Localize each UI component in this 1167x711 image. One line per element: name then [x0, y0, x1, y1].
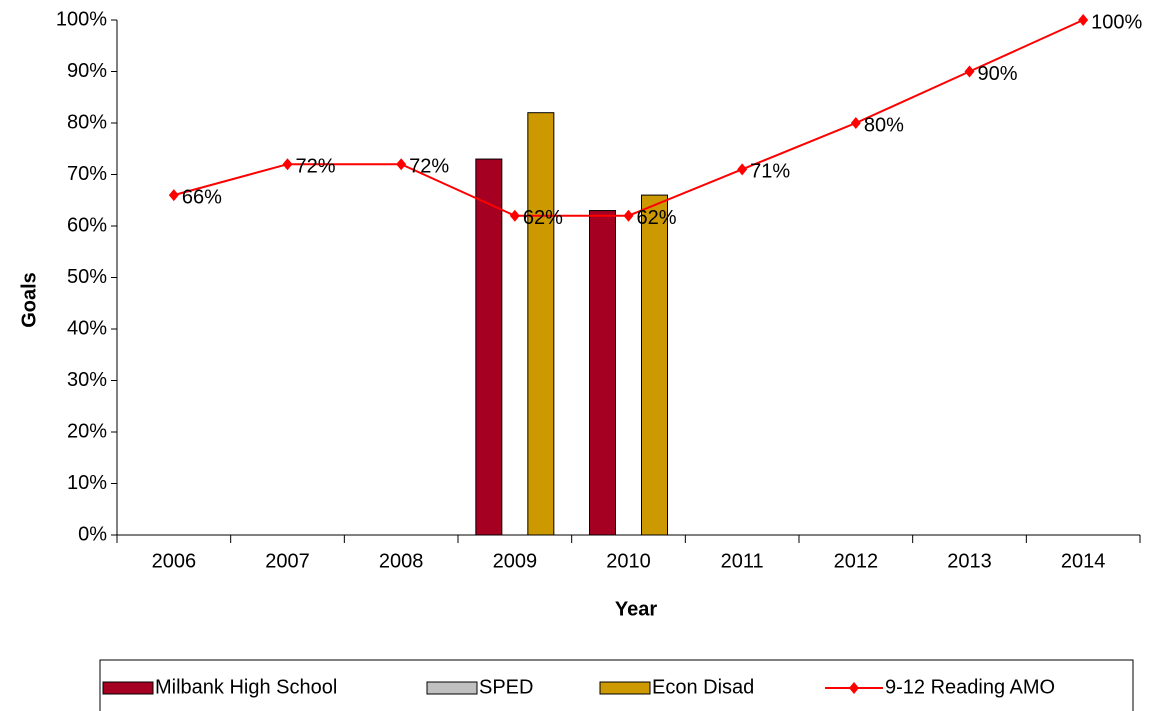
line-marker [168, 189, 179, 202]
y-tick-label: 70% [67, 163, 107, 185]
x-tick-label: 2007 [265, 550, 310, 572]
bar [589, 210, 616, 536]
legend-label: 9-12 Reading AMO [885, 676, 1055, 698]
line-marker [964, 65, 975, 78]
line-marker [850, 117, 861, 129]
x-tick-label: 2014 [1061, 550, 1106, 572]
line-marker [623, 209, 634, 222]
x-tick-label: 2010 [606, 550, 651, 572]
legend-swatch [102, 681, 154, 695]
y-tick-label: 30% [67, 369, 107, 391]
x-tick-label: 2012 [834, 550, 879, 572]
y-axis-title: Goals [18, 272, 40, 328]
legend-label: SPED [479, 676, 533, 698]
data-label: 72% [296, 155, 336, 177]
y-tick-label: 50% [67, 266, 107, 288]
bar [475, 158, 503, 536]
bar [527, 112, 555, 536]
data-label: 80% [864, 114, 904, 136]
data-label: 90% [978, 63, 1018, 85]
legend-label: Milbank High School [155, 676, 337, 698]
x-tick-label: 2009 [493, 550, 538, 572]
line-marker [282, 158, 293, 171]
y-tick-label: 0% [78, 523, 107, 545]
y-tick-label: 80% [67, 111, 107, 133]
y-tick-label: 20% [67, 420, 107, 442]
line-marker [737, 163, 748, 176]
x-tick-label: 2011 [721, 550, 764, 572]
y-tick-label: 100% [56, 8, 107, 30]
y-tick-label: 90% [67, 60, 107, 82]
legend-swatch [599, 681, 651, 695]
line-marker [396, 158, 407, 171]
legend-swatch [426, 681, 478, 695]
line-marker [1078, 14, 1089, 26]
line [173, 19, 1084, 217]
data-label: 100% [1091, 11, 1142, 33]
x-axis-title: Year [615, 598, 657, 620]
data-label: 62% [523, 207, 563, 229]
x-tick-label: 2008 [379, 550, 424, 572]
y-tick-label: 40% [67, 317, 107, 339]
data-label: 71% [750, 161, 790, 183]
data-label: 66% [182, 186, 222, 208]
data-label: 62% [637, 207, 677, 229]
y-tick-label: 60% [67, 214, 107, 236]
legend-label: Econ Disad [652, 676, 754, 698]
bar [641, 194, 668, 536]
legend-marker [849, 682, 859, 694]
line-marker [509, 209, 520, 222]
x-tick-label: 2006 [152, 550, 197, 572]
y-tick-label: 10% [67, 472, 107, 494]
x-tick-label: 2013 [947, 550, 992, 572]
data-label: 72% [409, 155, 449, 177]
